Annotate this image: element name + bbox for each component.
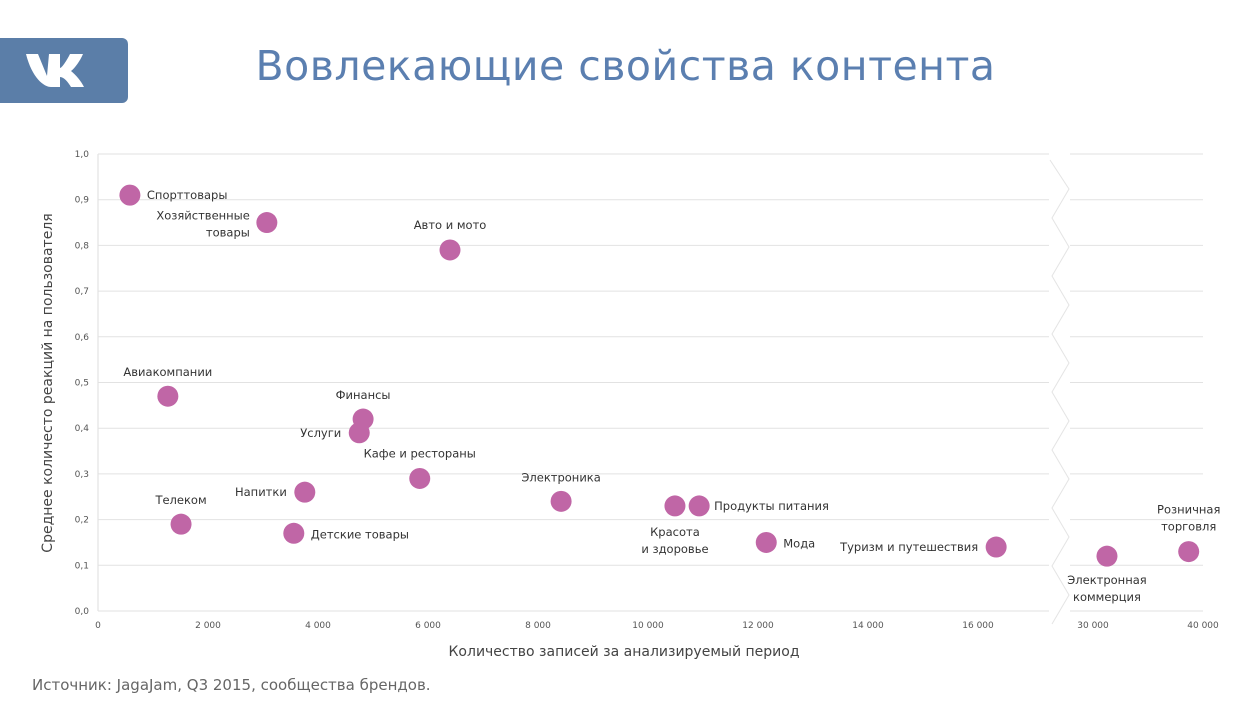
axis-break-zigzag bbox=[1049, 159, 1070, 625]
data-label-line: Авто и мото bbox=[414, 218, 487, 232]
data-label-line: Напитки bbox=[235, 485, 287, 499]
y-tick-label: 0,1 bbox=[75, 561, 89, 571]
data-label: Детские товары bbox=[311, 527, 409, 541]
x-axis-label: Количество записей за анализируемый пери… bbox=[448, 644, 799, 660]
x-tick-label: 30 000 bbox=[1077, 621, 1109, 631]
data-point bbox=[348, 422, 370, 444]
data-label-line: Авиакомпании bbox=[123, 365, 212, 379]
data-label-line: коммерция bbox=[1073, 590, 1141, 604]
data-label-line: Кафе и рестораны bbox=[364, 446, 476, 460]
x-tick-label: 4 000 bbox=[305, 621, 331, 631]
data-point bbox=[294, 481, 316, 503]
data-label: Авто и мото bbox=[414, 218, 487, 232]
y-tick-label: 0,3 bbox=[75, 470, 89, 480]
x-tick-label: 8 000 bbox=[525, 621, 551, 631]
data-label: Услуги bbox=[300, 426, 341, 440]
data-label-line: Туризм и путешествия bbox=[839, 540, 978, 554]
vk-logo-icon bbox=[26, 54, 84, 87]
y-tick-label: 0,8 bbox=[75, 241, 90, 251]
data-point bbox=[283, 522, 305, 544]
data-point bbox=[119, 184, 141, 206]
data-point bbox=[157, 385, 179, 407]
x-tick-label: 12 000 bbox=[742, 621, 774, 631]
data-point bbox=[409, 467, 431, 489]
data-label-line: Услуги bbox=[300, 426, 341, 440]
x-tick-label: 10 000 bbox=[632, 621, 664, 631]
data-label-line: Красота bbox=[650, 525, 700, 539]
data-label: Хозяйственные товары bbox=[156, 209, 250, 240]
data-label-line: Детские товары bbox=[311, 527, 409, 541]
page-title: Вовлекающие свойства контента bbox=[255, 42, 996, 90]
x-tick-label: 2 000 bbox=[195, 621, 221, 631]
data-label-line: Телеком bbox=[154, 493, 206, 507]
y-axis-label: Среднее количесто реакций на пользовател… bbox=[40, 213, 56, 552]
data-label: Продукты питания bbox=[714, 499, 829, 513]
data-label-line: Мода bbox=[783, 536, 815, 550]
data-label-line: Продукты питания bbox=[714, 499, 829, 513]
x-tick-label: 0 bbox=[95, 621, 101, 631]
data-label-line: Электроника bbox=[521, 470, 600, 484]
data-label-line: Электронная bbox=[1067, 573, 1146, 587]
data-point bbox=[664, 495, 686, 517]
data-label-line: Розничная bbox=[1157, 503, 1220, 517]
x-tick-label: 6 000 bbox=[415, 621, 441, 631]
data-label: Телеком bbox=[154, 493, 206, 507]
data-point bbox=[170, 513, 192, 535]
y-tick-label: 0,0 bbox=[75, 607, 90, 617]
y-tick-label: 0,4 bbox=[75, 424, 90, 434]
data-label: Красота и здоровье bbox=[641, 525, 708, 556]
y-tick-label: 0,2 bbox=[75, 516, 89, 526]
y-tick-label: 0,6 bbox=[75, 333, 90, 343]
y-tick-label: 0,7 bbox=[75, 287, 89, 297]
x-tick-label: 16 000 bbox=[962, 621, 994, 631]
y-tick-label: 0,5 bbox=[75, 379, 89, 389]
y-tick-label: 1,0 bbox=[75, 150, 90, 160]
data-label: Электроника bbox=[521, 470, 600, 484]
data-label: Авиакомпании bbox=[123, 365, 212, 379]
data-label: Финансы bbox=[336, 388, 391, 402]
data-label-line: товары bbox=[206, 226, 250, 240]
data-point bbox=[688, 495, 710, 517]
data-point bbox=[439, 239, 461, 261]
data-label-line: торговля bbox=[1161, 520, 1216, 534]
data-point bbox=[985, 536, 1007, 558]
data-point bbox=[1096, 545, 1118, 567]
data-point bbox=[256, 212, 278, 234]
data-label: Спорттовары bbox=[147, 188, 228, 202]
x-tick-label: 40 000 bbox=[1187, 621, 1219, 631]
x-tick-label: 14 000 bbox=[852, 621, 884, 631]
data-point bbox=[755, 531, 777, 553]
vk-logo bbox=[0, 38, 128, 103]
data-label-line: Финансы bbox=[336, 388, 391, 402]
data-label: Туризм и путешествия bbox=[839, 540, 978, 554]
data-label: Розничная торговля bbox=[1157, 503, 1220, 534]
data-label: Электронная коммерция bbox=[1067, 573, 1146, 604]
data-label: Кафе и рестораны bbox=[364, 446, 476, 460]
data-label-line: и здоровье bbox=[641, 542, 708, 556]
data-label: Мода bbox=[783, 536, 815, 550]
data-label: Напитки bbox=[235, 485, 287, 499]
source-note: Источник: JagaJam, Q3 2015, сообщества б… bbox=[32, 676, 431, 694]
data-point bbox=[1178, 541, 1200, 563]
y-tick-label: 0,9 bbox=[75, 196, 90, 206]
data-point bbox=[550, 490, 572, 512]
data-label-line: Хозяйственные bbox=[156, 209, 250, 223]
data-label-line: Спорттовары bbox=[147, 188, 228, 202]
